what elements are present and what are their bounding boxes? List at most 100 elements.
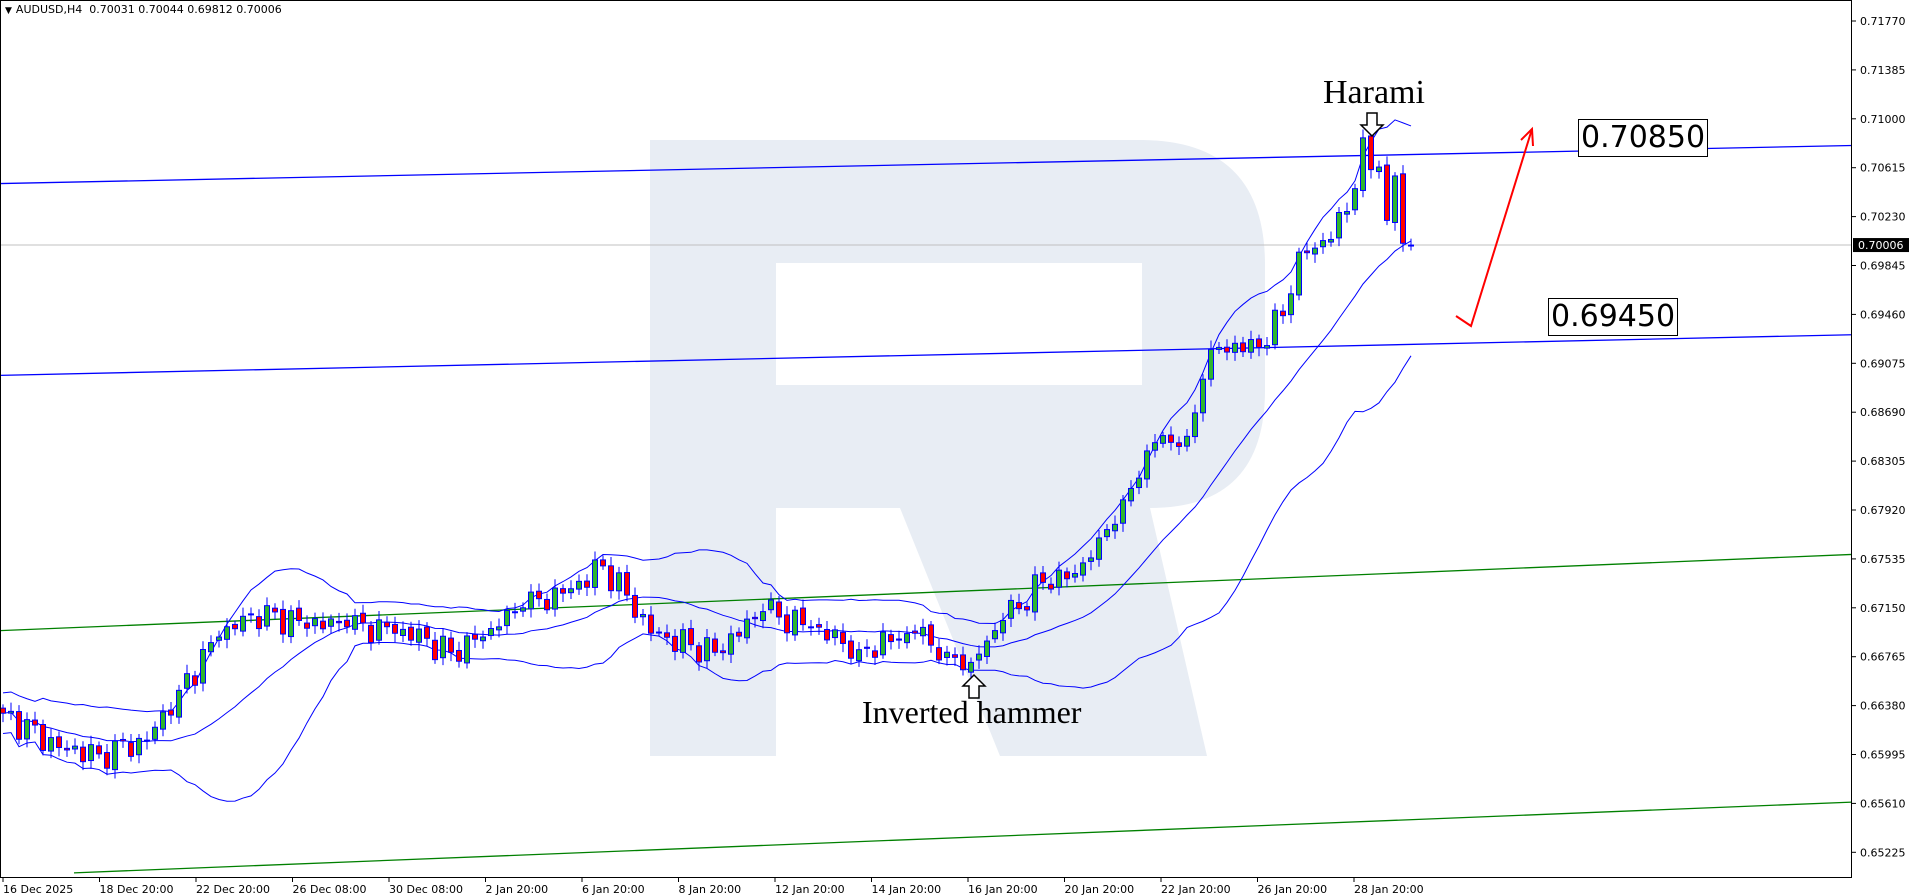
bear-candle-body <box>232 623 238 630</box>
bear-candle-body <box>1176 442 1182 447</box>
bull-candle-body <box>1000 620 1006 634</box>
time-axis-label: 20 Jan 20:00 <box>1065 883 1135 896</box>
bear-candle-body <box>608 565 614 592</box>
bear-candle-body <box>16 711 22 740</box>
candle <box>1152 433 1158 458</box>
ohlc-open: 0.70031 <box>89 3 135 16</box>
candle <box>968 657 974 679</box>
bull-candle-body <box>72 745 78 750</box>
bull-candle-body <box>1328 238 1334 243</box>
candle <box>1040 566 1046 590</box>
bear-candle-body <box>56 736 62 749</box>
candle <box>1088 550 1094 571</box>
candle <box>184 664 190 694</box>
bull-candle-body <box>8 710 14 714</box>
bear-candle-body <box>304 622 310 629</box>
price-axis-label: 0.65995 <box>1860 749 1906 762</box>
bear-candle-body <box>752 616 758 620</box>
candle <box>1008 594 1014 627</box>
candle <box>304 615 310 637</box>
bull-candle-body <box>352 615 358 630</box>
bear-candle-body <box>392 623 398 634</box>
bear-candle-body <box>32 719 38 726</box>
bull-candle-body <box>216 636 222 641</box>
candle <box>1072 564 1078 583</box>
candle <box>1128 480 1134 507</box>
bear-candle-body <box>664 632 670 638</box>
plot-frame <box>0 0 1852 878</box>
bear-candle-body <box>104 752 110 769</box>
candle <box>320 612 326 634</box>
bull-candle-body <box>1080 562 1086 576</box>
candle <box>1336 207 1342 247</box>
channel-line-green <box>73 801 1853 874</box>
candle <box>512 602 518 619</box>
bull-candle-body <box>1112 523 1118 532</box>
candle <box>224 618 230 649</box>
candle <box>488 621 494 640</box>
candle <box>776 596 782 625</box>
candle <box>384 616 390 635</box>
price-axis-label: 0.71770 <box>1860 15 1906 28</box>
time-axis-label: 28 Jan 20:00 <box>1354 883 1424 896</box>
candle <box>896 630 902 649</box>
candle <box>864 639 870 658</box>
bear-candle-body <box>936 647 942 661</box>
candle <box>872 645 878 665</box>
bull-candle-body <box>576 580 582 590</box>
bear-candle-body <box>168 709 174 716</box>
bear-candle-body <box>648 614 654 634</box>
candle <box>144 731 150 750</box>
candle <box>592 551 598 596</box>
bull-candle-body <box>656 631 662 634</box>
bear-candle-body <box>712 638 718 653</box>
bull-candle-body <box>968 661 974 673</box>
time-axis-label: 16 Dec 2025 <box>3 883 73 896</box>
bear-candle-body <box>1384 164 1390 221</box>
bull-candle-body <box>1264 345 1270 349</box>
candle <box>1360 129 1366 198</box>
candle <box>456 641 462 668</box>
candle <box>168 702 174 724</box>
current-price-tag <box>1853 238 1909 253</box>
price-axis-label: 0.70230 <box>1860 211 1906 224</box>
bull-candle-body <box>496 626 502 631</box>
candle <box>56 731 62 757</box>
candle <box>1112 515 1118 539</box>
bear-candle-body <box>1224 346 1230 353</box>
candle <box>824 620 830 644</box>
bull-candle-body <box>1312 247 1318 255</box>
candle <box>80 741 86 771</box>
bear-candle-body <box>624 572 630 596</box>
candle <box>400 621 406 642</box>
bull-candle-body <box>728 633 734 655</box>
resistance-level-label: 0.70850 <box>1578 119 1709 157</box>
candle <box>1184 429 1190 452</box>
bear-candle-body <box>688 628 694 646</box>
candle <box>296 600 302 626</box>
candle <box>416 620 422 651</box>
candle <box>976 645 982 669</box>
candle <box>1104 524 1110 541</box>
bear-candle-body <box>872 650 878 658</box>
bear-candle-body <box>456 649 462 662</box>
candle <box>904 626 910 649</box>
bear-candle-body <box>928 624 934 646</box>
candle <box>1176 436 1182 456</box>
triangle-down-icon[interactable]: ▼ <box>5 6 12 16</box>
candle <box>112 734 118 779</box>
bear-candle-body <box>1016 602 1022 610</box>
candle <box>160 704 166 737</box>
candle <box>1144 444 1150 488</box>
candle <box>312 612 318 634</box>
bear-candle-body <box>424 626 430 639</box>
price-axis-label: 0.65225 <box>1860 846 1906 859</box>
candle <box>424 622 430 647</box>
time-axis-label: 26 Jan 20:00 <box>1258 883 1328 896</box>
candle <box>840 623 846 653</box>
candle <box>32 711 38 734</box>
bear-candle-body <box>336 620 342 624</box>
bull-candle-body <box>1392 175 1398 223</box>
candle <box>848 635 854 665</box>
